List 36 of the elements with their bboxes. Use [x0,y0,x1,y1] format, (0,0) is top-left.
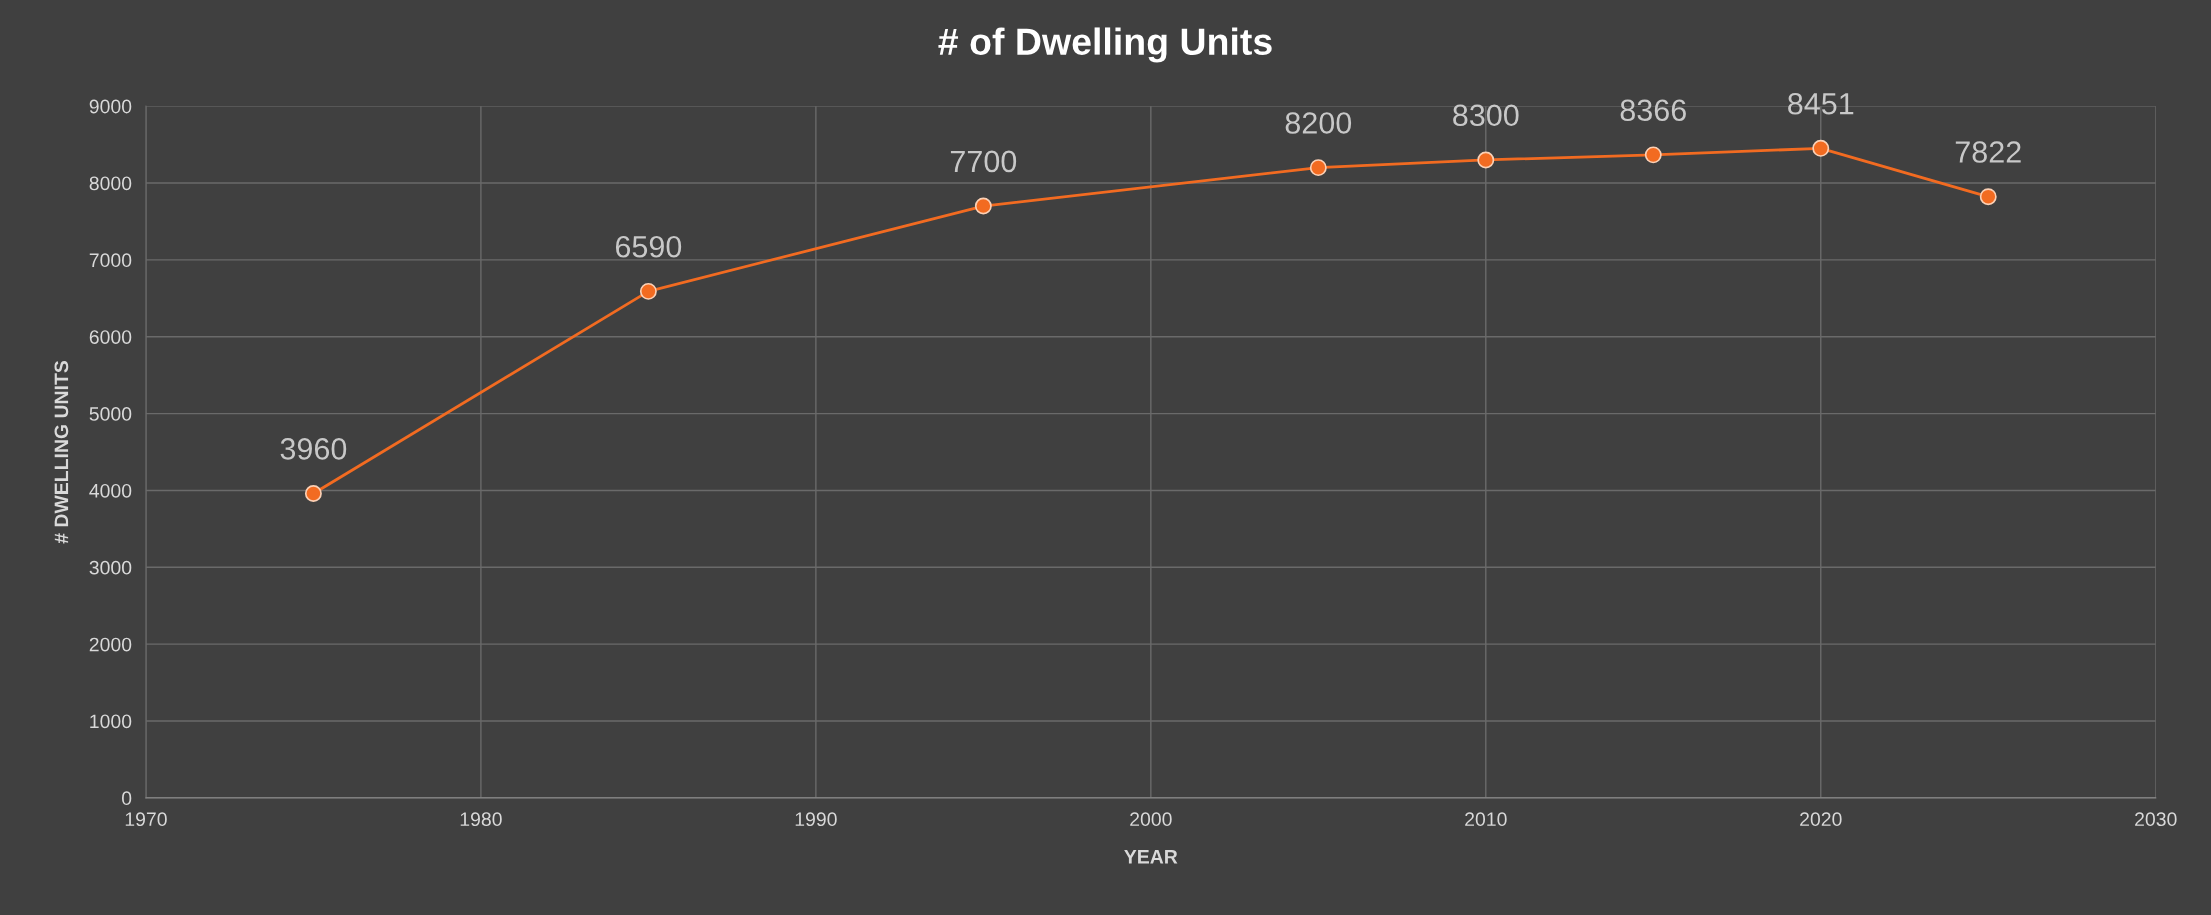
point [639,282,657,300]
point [1812,139,1830,157]
x-tick-label: 1970 [125,812,167,827]
y-tick-label: 8000 [89,176,132,191]
point [1477,151,1495,169]
data-label: 8200 [1285,112,1352,134]
y-tick-label: 2000 [89,637,132,652]
data-label: 7822 [1955,141,2021,163]
x-axis-title: YEAR [1124,850,1178,864]
data-label: 6590 [615,235,682,258]
x-tick-label: 2020 [1800,812,1842,827]
y-tick-label: 4000 [89,483,132,498]
data-label: 8451 [1788,92,1854,115]
point [1309,159,1327,177]
chart-title: # of Dwelling Units [938,27,1272,63]
x-tick-label: 1980 [460,812,502,827]
point [304,485,322,502]
point [1644,146,1662,164]
point [1979,188,1997,206]
y-tick-label: 6000 [89,330,132,344]
y-axis-title: # DWELLING UNITS [54,360,69,544]
y-tick-label: 5000 [89,407,132,421]
data-label: 8300 [1453,104,1519,127]
y-tick-label: 3000 [89,560,132,575]
x-tick-label: 1990 [795,812,837,827]
data-label: 7700 [950,150,1017,173]
y-tick-label: 9000 [89,99,132,114]
x-tick-label: 2030 [2135,812,2177,827]
x-tick-label: 2010 [1465,812,1507,827]
y-tick-label: 1000 [90,714,132,729]
x-tick-label: 2000 [1130,812,1172,827]
data-label: 3960 [280,438,347,460]
y-tick-label: 0 [121,791,132,806]
data-label: 8366 [1620,99,1686,122]
point [974,197,992,215]
y-tick-label: 7000 [89,253,132,268]
